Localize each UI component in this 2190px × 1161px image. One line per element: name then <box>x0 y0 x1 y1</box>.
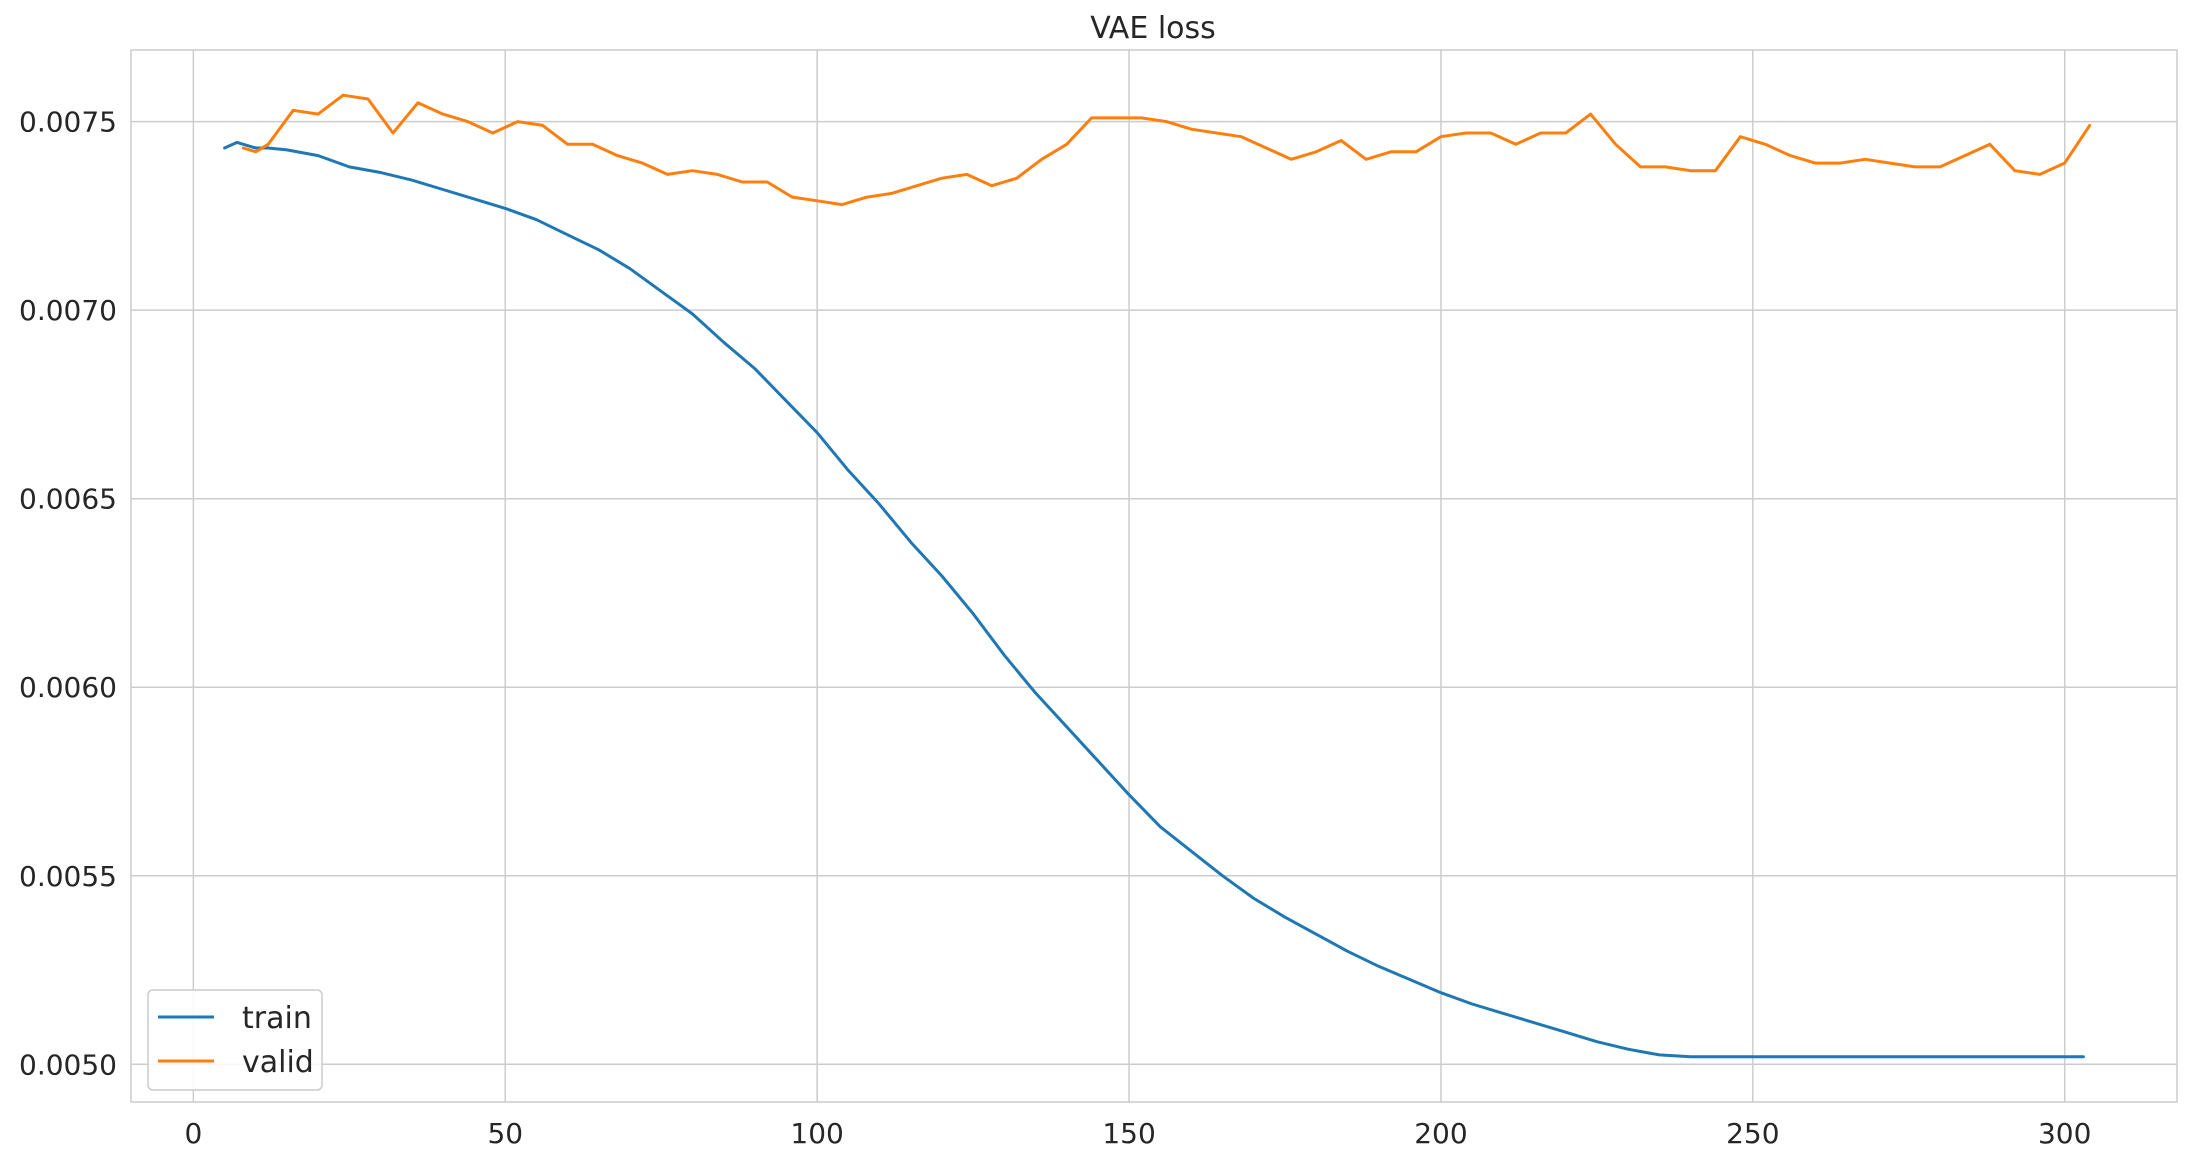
legend-box <box>147 989 323 1091</box>
y-tick-label: 0.0075 <box>19 106 117 139</box>
y-tick-label: 0.0060 <box>19 671 117 704</box>
axis-tick-labels: 0 50 100 150 200 250 300 0.0050 0.0055 0.0060 0.00… <box>19 106 2091 1150</box>
chart-title: VAE loss <box>1090 11 1216 46</box>
y-tick-label: 0.0065 <box>19 483 117 516</box>
y-tick-label: 0.0050 <box>19 1048 117 1081</box>
x-tick-label: 150 <box>1102 1117 1155 1150</box>
y-tick-label: 0.0070 <box>19 294 117 327</box>
plot-frame <box>130 49 2178 1103</box>
series-lines <box>223 93 2092 1059</box>
x-tick-label: 200 <box>1414 1117 1467 1150</box>
legend-label-train: train <box>242 1001 312 1036</box>
x-tick-label: 0 <box>184 1117 202 1150</box>
legend: train valid <box>147 989 323 1091</box>
legend-label-valid: valid <box>242 1045 314 1080</box>
x-tick-label: 300 <box>2038 1117 2091 1150</box>
x-tick-label: 100 <box>790 1117 843 1150</box>
y-tick-label: 0.0055 <box>19 860 117 893</box>
series-line-valid <box>241 93 2092 207</box>
x-tick-label: 50 <box>487 1117 523 1150</box>
grid-lines <box>131 50 2177 1102</box>
x-tick-label: 250 <box>1726 1117 1779 1150</box>
series-line-train <box>223 140 2085 1059</box>
